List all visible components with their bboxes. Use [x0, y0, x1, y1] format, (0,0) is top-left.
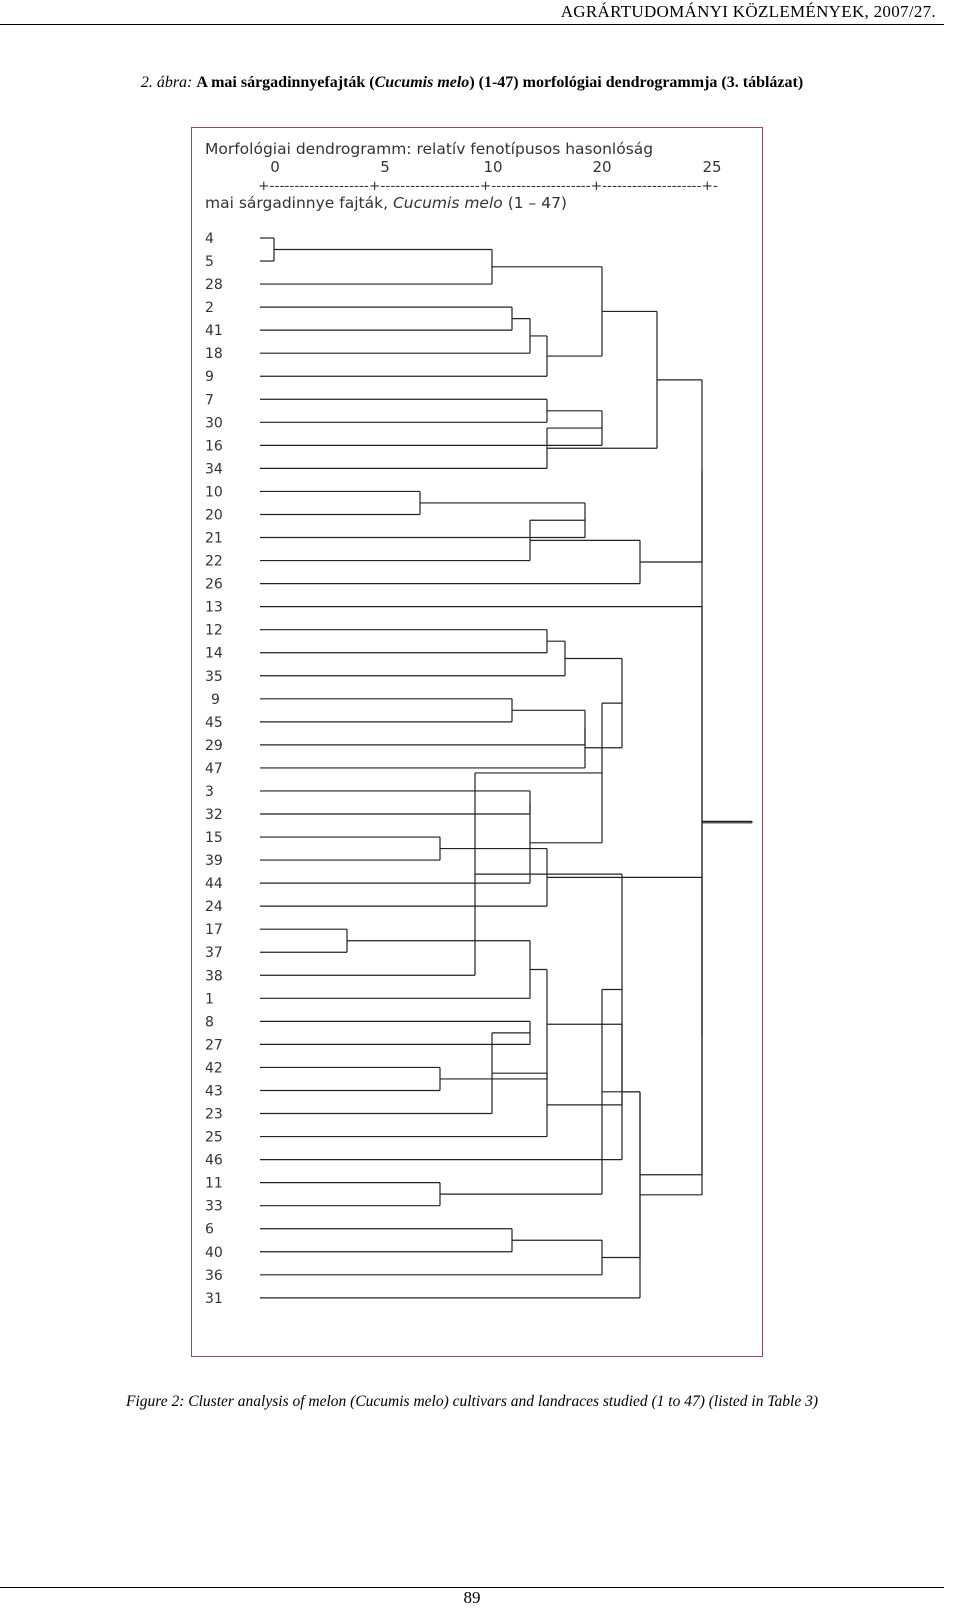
leaf-label: 32 — [205, 807, 223, 823]
scale-tick: 0 — [270, 158, 280, 176]
leaf-label: 40 — [205, 1245, 223, 1261]
header-rule — [0, 24, 944, 25]
leaf-label: 21 — [205, 531, 223, 547]
figure-title-rest: ) (1-47) morfológiai dendrogrammja (3. t… — [469, 74, 804, 91]
leaf-label: 9 — [205, 369, 214, 385]
leaf-label: 13 — [205, 600, 223, 616]
leaf-label: 23 — [205, 1107, 223, 1123]
scale-line: +--------------------+------------------… — [258, 179, 718, 194]
leaf-label: 29 — [205, 738, 223, 754]
leaf-label: 16 — [205, 438, 223, 454]
leaf-label: 38 — [205, 968, 223, 984]
leaf-label: 31 — [205, 1291, 223, 1307]
scale-tick: 25 — [702, 158, 721, 176]
leaf-label: 11 — [205, 1176, 223, 1192]
leaf-label: 42 — [205, 1060, 223, 1076]
leaf-label: 5 — [205, 254, 214, 270]
leaf-label: 1 — [205, 991, 214, 1007]
dendrogram-branches — [260, 237, 753, 1299]
leaf-label: 22 — [205, 554, 223, 570]
leaf-label: 4 — [205, 231, 214, 247]
leaf-label: 25 — [205, 1130, 223, 1146]
leaf-label: 6 — [205, 1222, 214, 1238]
leaf-label: 7 — [205, 392, 214, 408]
scale-tick: 10 — [483, 158, 502, 176]
figure-title-species: Cucumis melo — [374, 74, 470, 91]
figure-caption: Figure 2: Cluster analysis of melon (Cuc… — [126, 1393, 818, 1410]
leaf-label: 24 — [205, 899, 223, 915]
dendrogram-subtitle: mai sárgadinnye fajták, Cucumis melo (1 … — [205, 194, 567, 212]
leaf-label: 43 — [205, 1083, 223, 1099]
page-header: AGRÁRTUDOMÁNYI KÖZLEMÉNYEK, 2007/27. — [0, 0, 944, 25]
leaf-label: 12 — [205, 623, 223, 639]
dendrogram-title: Morfológiai dendrogramm: relatív fenotíp… — [205, 140, 653, 158]
leaf-label: 18 — [205, 346, 223, 362]
leaf-label: 10 — [205, 484, 223, 500]
leaf-label: 28 — [205, 277, 223, 293]
page-number: 89 — [463, 1588, 481, 1607]
leaf-label: 47 — [205, 761, 223, 777]
leaf-label: 20 — [205, 507, 223, 523]
leaf-label: 45 — [205, 715, 223, 731]
leaf-label: 27 — [205, 1037, 223, 1053]
figure-title: 2. ábra: A mai sárgadinnyefajták (Cucumi… — [0, 74, 944, 92]
leaf-label: 37 — [205, 945, 223, 961]
leaf-label: 17 — [205, 922, 223, 938]
leaf-label: 44 — [205, 876, 223, 892]
scale-tick: 20 — [592, 158, 611, 176]
figure-title-main: A mai sárgadinnyefajták ( — [196, 74, 375, 91]
leaf-label: 36 — [205, 1268, 223, 1284]
leaf-label: 3 — [205, 784, 214, 800]
leaf-label: 35 — [205, 669, 223, 685]
leaf-label: 26 — [205, 577, 223, 593]
leaf-label: 15 — [205, 830, 223, 846]
leaf-label: 9 — [211, 692, 220, 708]
journal-header: AGRÁRTUDOMÁNYI KÖZLEMÉNYEK, 2007/27. — [560, 2, 936, 21]
leaf-labels: 4528241189730163410202122261312143594529… — [205, 231, 223, 1307]
leaf-label: 14 — [205, 646, 223, 662]
figure-label: 2. ábra: — [140, 74, 193, 91]
footer-rule — [0, 1587, 944, 1588]
leaf-label: 8 — [205, 1014, 214, 1030]
leaf-label: 34 — [205, 461, 223, 477]
leaf-label: 46 — [205, 1153, 223, 1169]
dendrogram-chart: Morfológiai dendrogramm: relatív fenotíp… — [205, 140, 753, 1307]
dendrogram-frame: Morfológiai dendrogramm: relatív fenotíp… — [191, 127, 763, 1357]
leaf-label: 2 — [205, 300, 214, 316]
scale-tick: 5 — [380, 158, 390, 176]
leaf-label: 33 — [205, 1199, 223, 1215]
leaf-label: 41 — [205, 323, 223, 339]
leaf-label: 30 — [205, 415, 223, 431]
leaf-label: 39 — [205, 853, 223, 869]
